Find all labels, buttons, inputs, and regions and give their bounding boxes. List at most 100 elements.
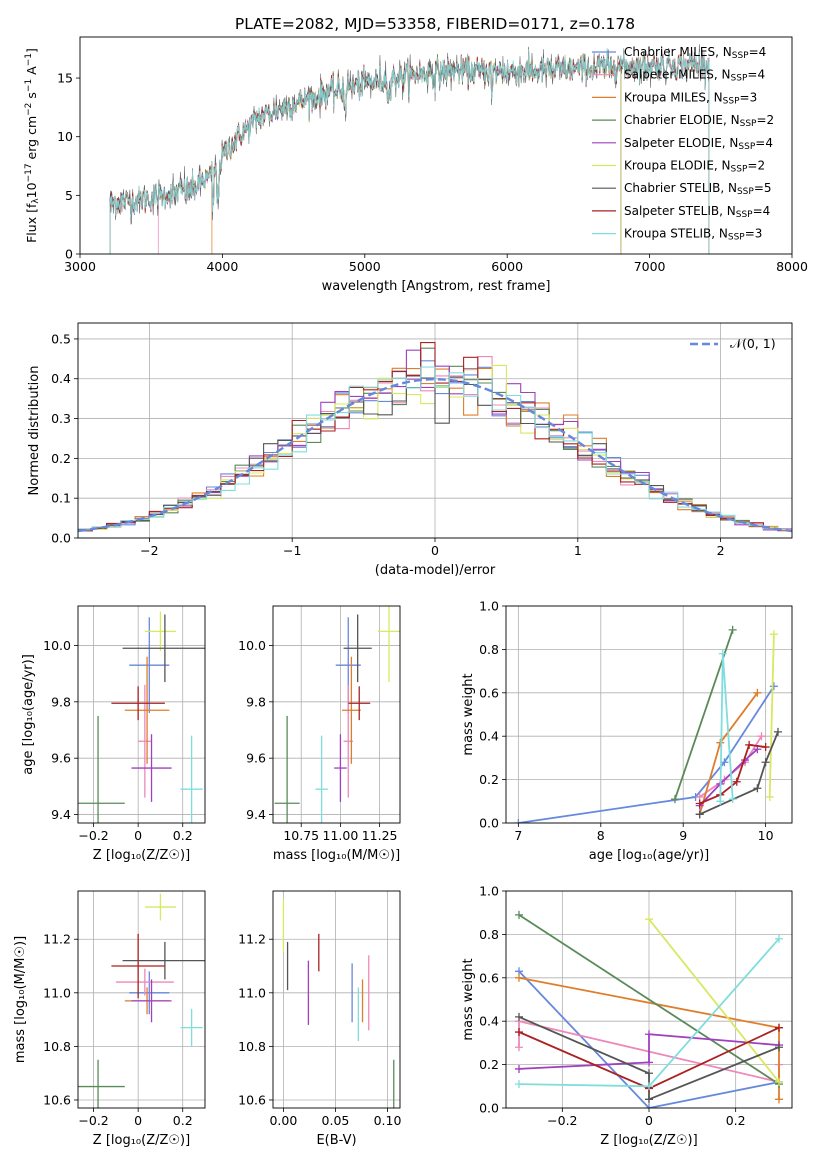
y-tick-label: 1.0 [479, 884, 499, 899]
y-label-part: A [24, 66, 39, 79]
x-tick-label: 3000 [64, 259, 96, 274]
plot-area [78, 893, 205, 1108]
weight-marker [775, 1077, 783, 1086]
weight-marker [728, 795, 737, 804]
x-tick-label: 0.2 [726, 1113, 746, 1128]
legend-sub: SSP [728, 233, 745, 243]
x-axis-label: wavelength [Angstrom, rest frame] [322, 279, 551, 294]
x-tick-label: 0.10 [374, 1113, 402, 1128]
legend-tail: =5 [754, 181, 772, 195]
weight-marker [695, 810, 704, 819]
weight-marker [515, 1080, 523, 1089]
plot-area [282, 899, 395, 1108]
legend-text: Salpeter ELODIE, N [624, 136, 738, 150]
x-tick-label: 0.05 [322, 1113, 350, 1128]
figure-title: PLATE=2082, MJD=53358, FIBERID=0171, z=0… [235, 15, 635, 33]
legend-sub: SSP [732, 51, 749, 61]
plot-area [274, 606, 400, 823]
weight-marker [515, 910, 523, 919]
y-tick-label: 10.8 [43, 1039, 71, 1054]
weight-marker [645, 1104, 653, 1108]
legend-text: Chabrier MILES, N [624, 45, 732, 59]
x-axis-label: (data-model)/error [375, 563, 496, 578]
weight-marker [645, 1069, 653, 1078]
normal-curve [78, 377, 792, 533]
legend-entry: Salpeter MILES, NSSP=4 [624, 68, 765, 84]
weight-line [674, 629, 734, 800]
x-axis-label: Z [log₁₀(Z/Z☉)] [600, 1133, 697, 1148]
x-tick-label: 10.75 [283, 828, 319, 843]
y-axis-label: age [log₁₀(age/yr)] [21, 654, 36, 775]
y-tick-label: 0.4 [51, 371, 71, 386]
weight-marker [757, 732, 766, 741]
legend-text: Chabrier STELIB, N [624, 181, 737, 195]
x-tick-label: −1 [283, 543, 301, 558]
plot-area [109, 44, 710, 254]
x-tick-label: 11.00 [323, 828, 359, 843]
y-tick-label: 0.6 [479, 685, 499, 700]
x-tick-label: 0.2 [173, 1113, 193, 1128]
axes-frame [505, 890, 793, 1109]
y-tick-label: 10.0 [238, 638, 266, 653]
plot-area [514, 625, 782, 823]
y-label-part: ] [24, 48, 39, 53]
x-tick-label: 7 [514, 828, 522, 843]
y-label-part: −1 [24, 79, 34, 92]
x-tick-label: −0.2 [547, 1113, 577, 1128]
weight-line [768, 634, 775, 798]
y-tick-label: 0.3 [51, 411, 71, 426]
x-tick-label: 0.2 [173, 828, 193, 843]
x-axis-label: mass [log₁₀(M/M☉)] [273, 848, 400, 863]
grid-lines [78, 891, 205, 1108]
panels-layer: 3000 4000 5000 6000 7000 8000051015wavelength… [13, 36, 808, 1148]
y-tick-label: 0.5 [51, 331, 71, 346]
y-tick-label: 11.0 [43, 985, 71, 1000]
y-axis-label: mass weight [461, 958, 476, 1040]
x-tick-label: −0.2 [78, 1113, 108, 1128]
weight-marker [745, 740, 754, 749]
histogram-step [78, 366, 792, 531]
weight-marker [775, 1095, 783, 1104]
legend-text: Kroupa MILES, N [624, 90, 723, 104]
x-tick-label: 0 [431, 543, 439, 558]
legend-tail: =3 [740, 90, 758, 104]
weight-marker [515, 973, 523, 982]
legend-entry: Salpeter STELIB, NSSP=4 [624, 204, 770, 220]
legend-tail: =2 [747, 159, 765, 173]
x-tick-label: 6000 [491, 259, 523, 274]
weight-marker [515, 1028, 523, 1037]
weight-line [518, 970, 780, 1108]
y-tick-label: 10.8 [238, 1039, 266, 1054]
weight-marker [695, 799, 704, 808]
legend-entry: Kroupa ELODIE, NSSP=2 [624, 159, 765, 175]
weight-marker [670, 795, 679, 804]
y-tick-label: 0 [65, 247, 73, 262]
legend-sub: SSP [736, 210, 753, 220]
axes-frame [77, 605, 206, 824]
panel-spectrum: 3000 4000 5000 6000 7000 8000 0 5 10 15 wavelength… [24, 36, 808, 294]
weight-marker [515, 1012, 523, 1021]
y-tick-label: 9.4 [246, 807, 266, 822]
y-tick-label: 0.0 [479, 1101, 499, 1116]
panel-weight-vs-age: 7 8 9 10 0.0 0.2 0.4 0.6 0.8 1.0 age [log₁₀(age/yr… [461, 599, 793, 863]
x-tick-label: 5000 [349, 259, 381, 274]
axes-frame [272, 890, 401, 1109]
weight-marker [761, 743, 770, 752]
grid-lines [78, 606, 205, 823]
y-tick-label: 0.8 [479, 927, 499, 942]
y-tick-label: 15 [57, 71, 73, 86]
panel-mass-vs-Z: −0.2 0 0.2 10.6 10.8 11.0 11.2 Z [log₁₀(Z/Z☉)] m… [13, 890, 206, 1148]
legend-tail: =4 [755, 136, 773, 150]
y-tick-label: 0.4 [479, 1014, 499, 1029]
weight-marker [775, 1043, 783, 1052]
legend-text: Kroupa STELIB, N [624, 227, 728, 241]
x-tick-label: 0.00 [269, 1113, 297, 1128]
y-tick-label: 9.8 [51, 694, 71, 709]
legend-tail: =4 [753, 204, 771, 218]
y-tick-label: 10 [57, 129, 73, 144]
y-label-part: s [24, 92, 39, 103]
weight-line [518, 914, 780, 1085]
weight-marker [645, 915, 653, 924]
weight-marker [514, 819, 523, 823]
plot-area [515, 910, 783, 1108]
